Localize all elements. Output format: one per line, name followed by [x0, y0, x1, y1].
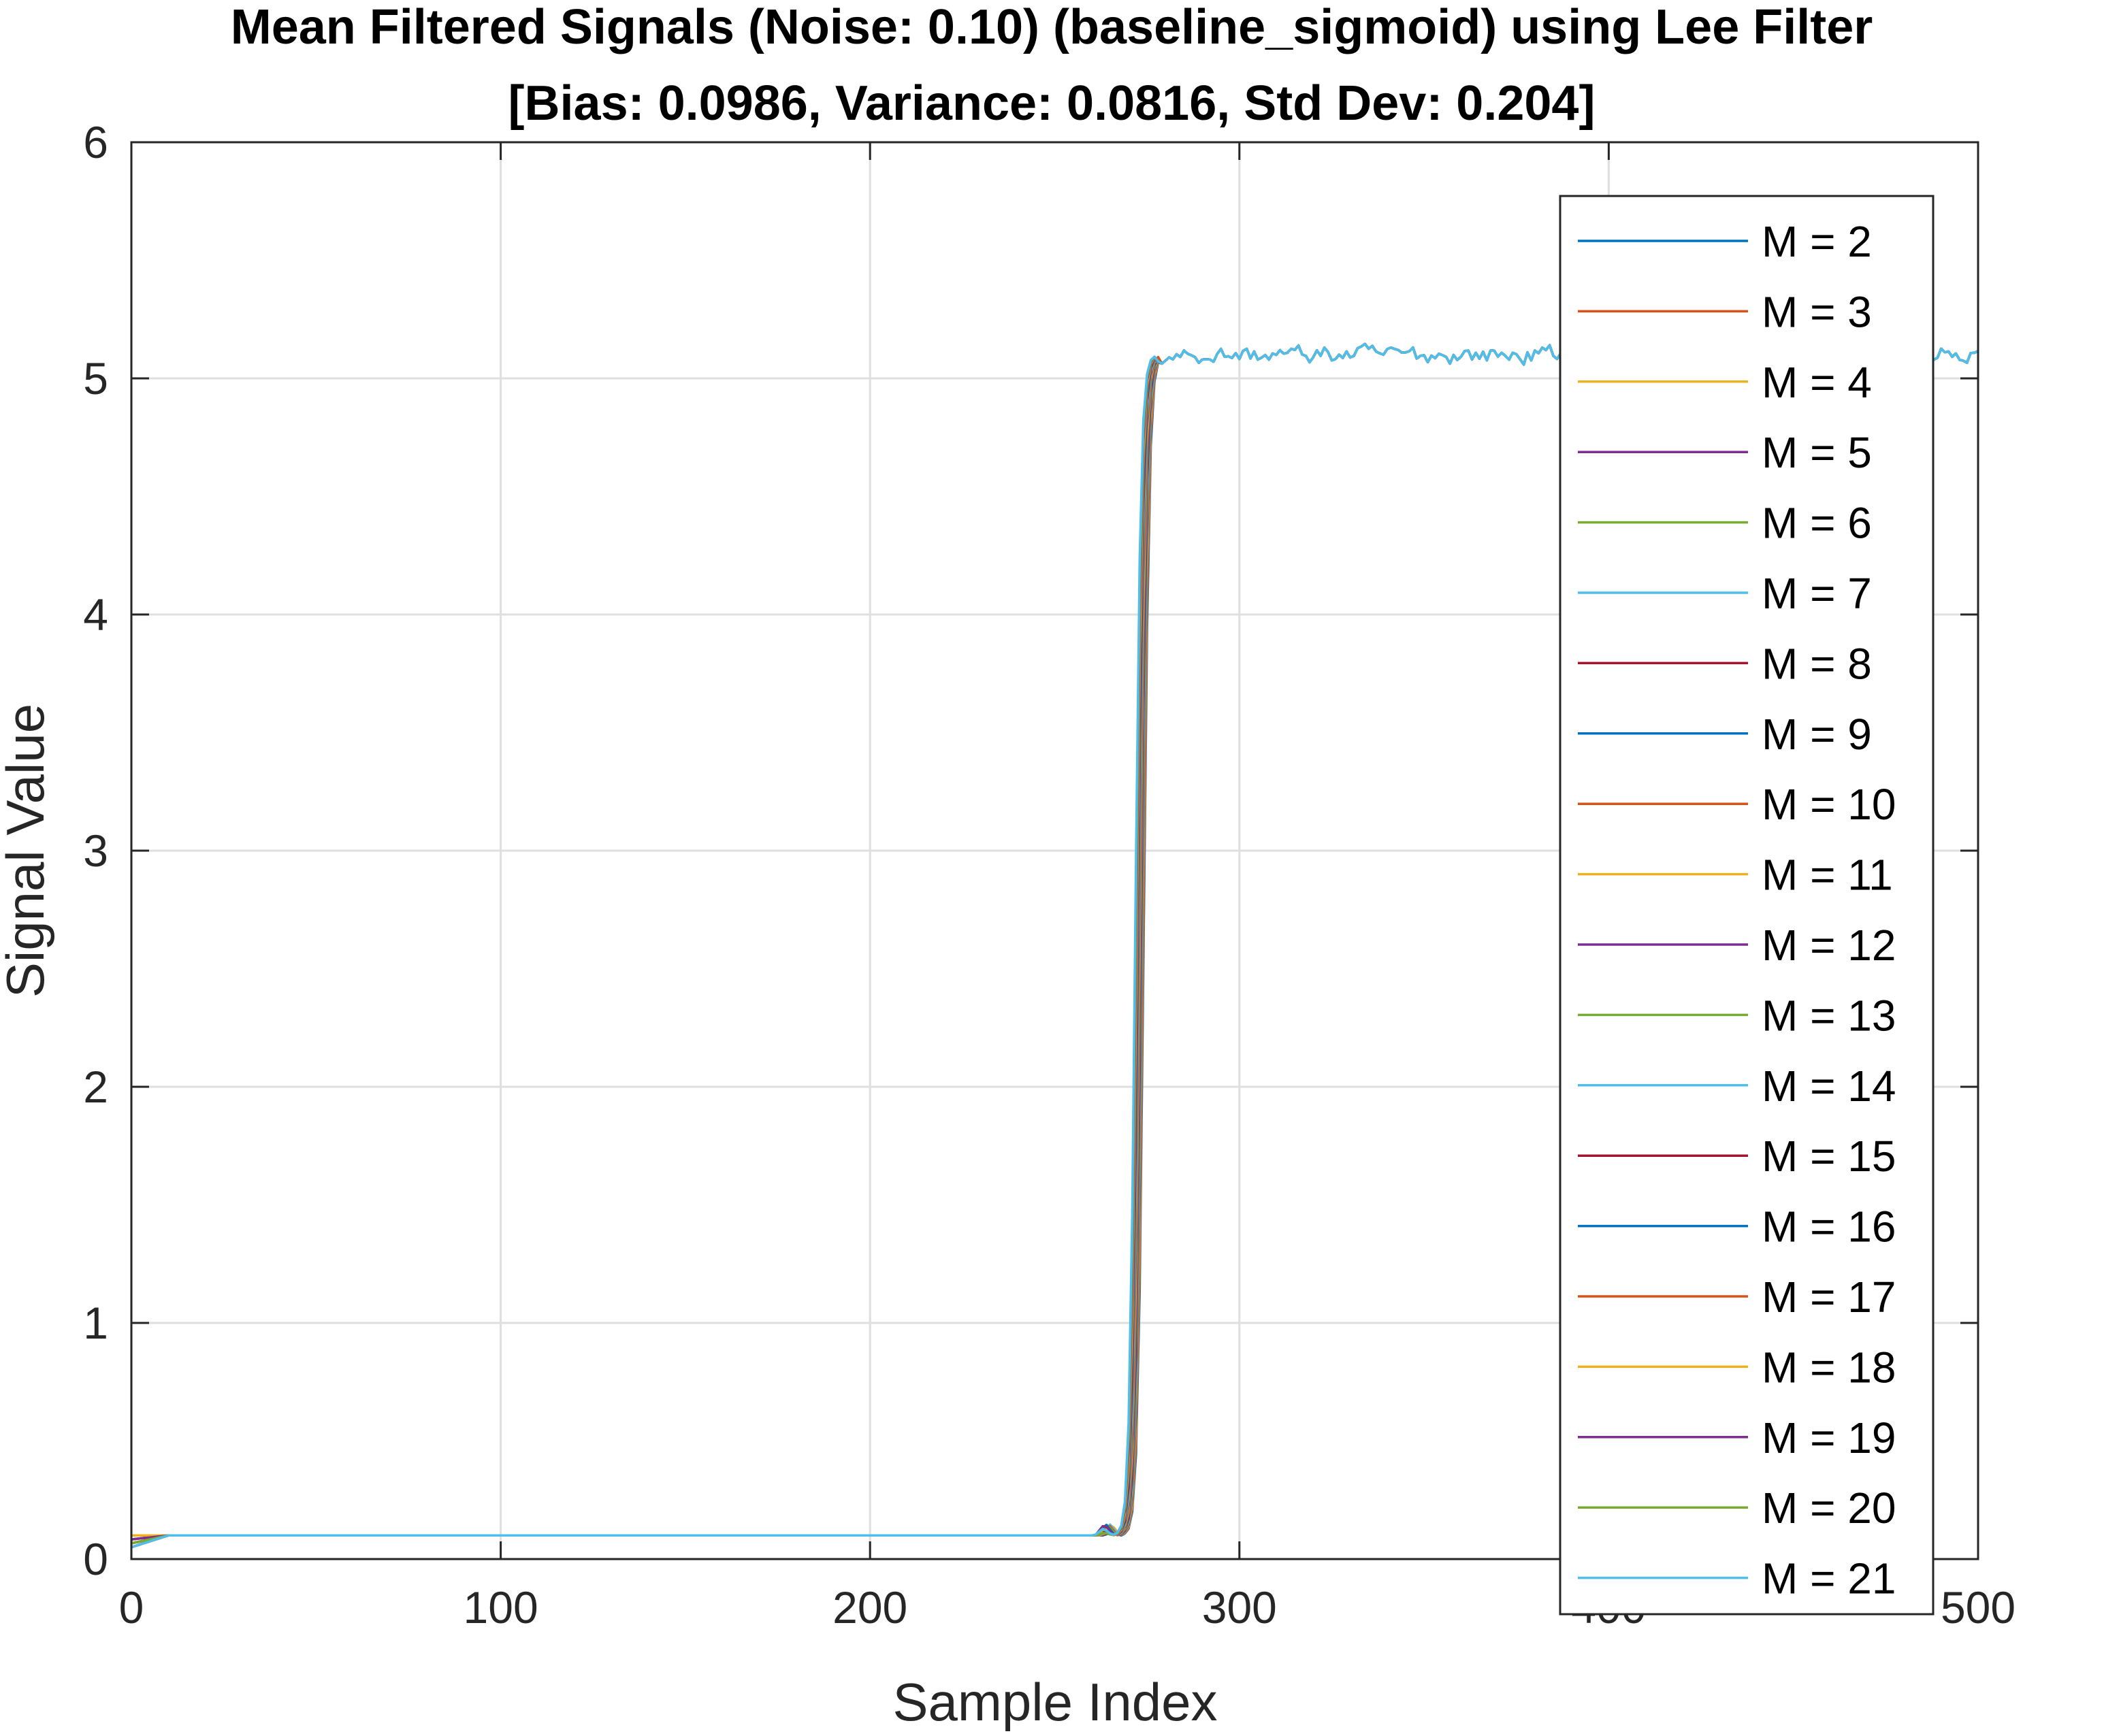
- legend-entry-label: M = 12: [1762, 921, 1896, 970]
- x-tick-label: 0: [119, 1582, 144, 1633]
- x-axis-label: Sample Index: [893, 1672, 1218, 1732]
- legend-entry-label: M = 2: [1762, 217, 1872, 266]
- legend-entry-label: M = 3: [1762, 287, 1872, 336]
- x-tick-label: 500: [1941, 1582, 2016, 1633]
- legend-entry-label: M = 19: [1762, 1413, 1896, 1462]
- legend-entry-label: M = 6: [1762, 499, 1872, 548]
- x-tick-label: 300: [1202, 1582, 1277, 1633]
- legend-entry-label: M = 10: [1762, 780, 1896, 829]
- y-axis-label: Signal Value: [0, 704, 55, 998]
- legend-entry-label: M = 17: [1762, 1273, 1896, 1322]
- legend-box: [1559, 195, 1935, 1616]
- chart-title-line-1: Mean Filtered Signals (Noise: 0.10) (bas…: [231, 0, 1873, 54]
- y-tick-label: 2: [83, 1062, 108, 1112]
- legend: M = 2 M = 3 M = 4 M = 5 M = 6 M = 7 M = 8 M = 9…: [1559, 195, 1935, 1616]
- legend-entry-label: M = 15: [1762, 1132, 1896, 1181]
- legend-entry-label: M = 5: [1762, 428, 1872, 477]
- y-tick-label: 5: [83, 353, 108, 404]
- x-tick-label: 200: [832, 1582, 907, 1633]
- legend-entry-label: M = 11: [1762, 851, 1893, 900]
- legend-entry-label: M = 7: [1762, 569, 1872, 618]
- y-tick-label: 3: [83, 825, 108, 876]
- y-tick-label: 6: [83, 117, 108, 167]
- legend-entry-label: M = 14: [1762, 1062, 1896, 1111]
- legend-entry-label: M = 4: [1762, 358, 1872, 407]
- ticks: 01002003004005000123456: [83, 117, 2016, 1633]
- legend-entry-label: M = 20: [1762, 1484, 1896, 1533]
- x-tick-label: 100: [464, 1582, 538, 1633]
- y-tick-label: 1: [83, 1298, 108, 1348]
- legend-entry-label: M = 13: [1762, 991, 1896, 1040]
- legend-entry-label: M = 9: [1762, 710, 1872, 759]
- chart-title-line-2: [Bias: 0.0986, Variance: 0.0816, Std Dev…: [508, 76, 1596, 131]
- legend-entry-label: M = 18: [1762, 1343, 1896, 1392]
- legend-entry-label: M = 8: [1762, 639, 1872, 688]
- y-tick-label: 4: [83, 589, 108, 640]
- legend-entry-label: M = 21: [1762, 1554, 1896, 1603]
- y-tick-label: 0: [83, 1534, 108, 1584]
- legend-entry-label: M = 16: [1762, 1202, 1896, 1251]
